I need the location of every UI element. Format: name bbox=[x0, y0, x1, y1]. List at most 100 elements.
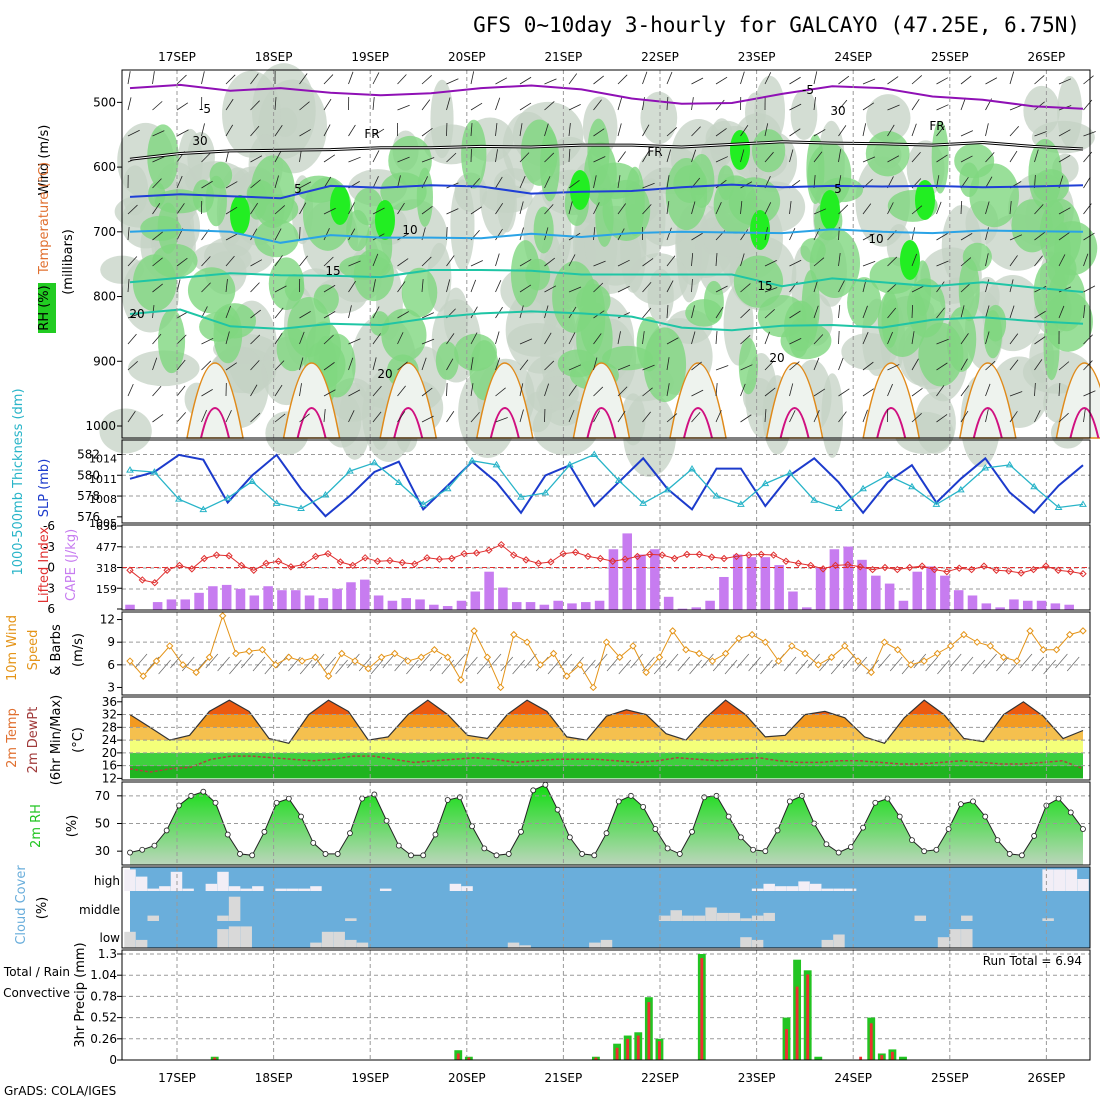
wind-barb bbox=[250, 334, 261, 345]
wind-barb bbox=[740, 71, 745, 85]
wind-barb bbox=[446, 382, 448, 397]
wind-barb bbox=[421, 256, 432, 267]
lifted-index-marker bbox=[200, 554, 208, 563]
cloud-unit-label: (%) bbox=[35, 897, 50, 920]
wind-barb bbox=[715, 128, 727, 137]
lifted-index-marker bbox=[571, 548, 580, 556]
wind-barb bbox=[911, 205, 923, 215]
wind-barb bbox=[519, 359, 529, 371]
wind-barb bbox=[421, 387, 433, 397]
rh-marker bbox=[530, 787, 537, 794]
surface-wind-barb bbox=[606, 656, 620, 672]
lifted-index-marker bbox=[881, 563, 889, 572]
rh-marker bbox=[737, 834, 744, 841]
wind-barb bbox=[740, 383, 746, 397]
pressure-tick-label: 800 bbox=[93, 290, 116, 304]
wind-barb bbox=[421, 75, 432, 85]
rh-marker bbox=[762, 848, 769, 855]
date-label-top: 24SEP bbox=[834, 50, 872, 64]
lifted-index-marker bbox=[460, 549, 468, 558]
thickness-marker bbox=[956, 485, 965, 493]
cloud-bar-high bbox=[775, 886, 787, 891]
surface-wind-barb bbox=[134, 653, 148, 669]
lifted-index-marker bbox=[287, 563, 295, 571]
rh-marker bbox=[591, 852, 598, 859]
cloud-bar-low bbox=[961, 929, 973, 948]
lifted-index-marker bbox=[262, 559, 270, 568]
pressure-tick-label: 600 bbox=[93, 160, 116, 174]
cape-bar bbox=[774, 565, 784, 610]
lifted-index-marker bbox=[398, 558, 406, 567]
temp-axis-label-3: (6hr Min/Max) bbox=[49, 695, 64, 785]
cape-bar bbox=[995, 607, 1005, 610]
wind-barb bbox=[519, 409, 524, 423]
cape-bar bbox=[815, 567, 826, 610]
cape-bar bbox=[857, 559, 867, 610]
surface-wind-barb bbox=[583, 659, 596, 675]
surface-wind-barb bbox=[913, 653, 927, 669]
wind-barb bbox=[495, 253, 500, 267]
lifted-index-marker bbox=[844, 561, 852, 569]
cape-bar bbox=[953, 590, 964, 610]
warm-lobe bbox=[475, 362, 534, 439]
wind-barb bbox=[740, 364, 753, 371]
cape-bar bbox=[180, 599, 191, 610]
surface-wind-barb bbox=[984, 653, 997, 669]
wind-barb bbox=[617, 123, 622, 137]
rh-blob bbox=[401, 267, 438, 318]
surface-wind-barb bbox=[653, 659, 667, 675]
wind-barb bbox=[691, 305, 695, 319]
wind-barb bbox=[960, 233, 973, 241]
wind-barb bbox=[838, 280, 845, 293]
wind-barb bbox=[838, 330, 840, 345]
hot-lobe bbox=[1069, 407, 1100, 439]
wind-barb bbox=[127, 256, 138, 267]
date-label-top: 19SEP bbox=[351, 50, 389, 64]
wind-barb bbox=[887, 256, 898, 267]
rh-blob bbox=[855, 156, 910, 247]
wind-barb bbox=[911, 227, 916, 241]
wind-barb bbox=[862, 361, 874, 371]
wind-barb bbox=[617, 97, 623, 111]
wind-barb bbox=[985, 123, 989, 137]
cloud-bar-low bbox=[589, 942, 601, 948]
wind-speed-marker bbox=[1052, 646, 1061, 654]
wind-barb bbox=[225, 362, 237, 371]
cloud-bar-high bbox=[182, 888, 194, 891]
rh-marker bbox=[847, 844, 854, 850]
wind-barb bbox=[250, 412, 261, 423]
rh-marker bbox=[505, 851, 512, 857]
pressure-axis-label: (millibars) bbox=[61, 229, 76, 295]
cape-bar bbox=[760, 557, 771, 610]
cape-bar bbox=[1022, 600, 1033, 610]
temp-tick-label: 24 bbox=[102, 733, 117, 747]
rh-blob bbox=[246, 181, 268, 220]
cloud-bar-high bbox=[298, 888, 311, 891]
thickness-marker bbox=[394, 478, 403, 486]
wind-barb bbox=[617, 151, 626, 163]
wind-barb bbox=[274, 228, 282, 241]
wind-barb bbox=[715, 331, 718, 345]
wind-barb bbox=[1058, 361, 1070, 371]
cloud-bar-high bbox=[449, 883, 462, 891]
wind-speed-marker bbox=[946, 642, 955, 650]
rh-blob bbox=[790, 89, 818, 140]
wind-barb bbox=[764, 409, 767, 423]
cape-bar bbox=[525, 602, 536, 610]
wind-barb bbox=[225, 206, 238, 215]
rh-marker bbox=[774, 827, 781, 834]
wind-speed-marker bbox=[880, 638, 889, 646]
lifted-tick-label: -6 bbox=[43, 519, 55, 533]
surface-wind-barb bbox=[677, 656, 691, 672]
rh-marker bbox=[884, 795, 891, 802]
cape-bar bbox=[677, 608, 688, 610]
rh-blob bbox=[969, 163, 1020, 228]
wind-barb bbox=[1058, 155, 1071, 163]
precip-tick-label: 1.04 bbox=[90, 968, 117, 982]
wind-barb bbox=[789, 310, 801, 319]
wind-speed-marker bbox=[179, 661, 187, 669]
thickness-marker bbox=[248, 477, 257, 484]
wind-barb bbox=[813, 334, 824, 345]
precip-convective-bar bbox=[626, 1038, 630, 1060]
wind-barb bbox=[642, 71, 648, 85]
